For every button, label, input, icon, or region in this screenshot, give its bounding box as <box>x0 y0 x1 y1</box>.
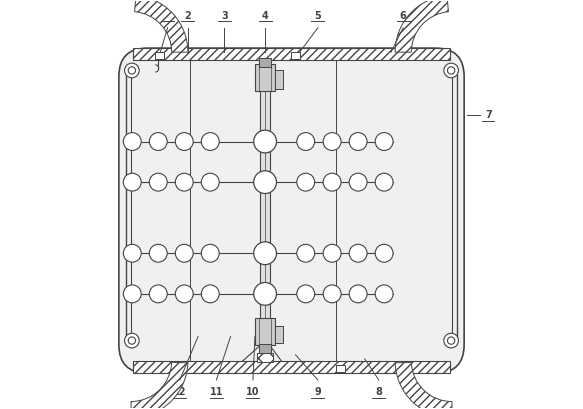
Circle shape <box>149 173 167 191</box>
Bar <box>154 52 164 59</box>
Wedge shape <box>135 0 188 52</box>
Bar <box>259 344 271 353</box>
Circle shape <box>349 133 367 151</box>
Circle shape <box>323 173 341 191</box>
Text: 6: 6 <box>400 11 406 20</box>
Circle shape <box>448 67 455 74</box>
Circle shape <box>201 285 219 303</box>
Text: 5: 5 <box>315 11 321 20</box>
Text: 9: 9 <box>315 387 321 397</box>
Circle shape <box>375 285 393 303</box>
Text: 12: 12 <box>173 387 187 397</box>
FancyBboxPatch shape <box>119 48 464 373</box>
Circle shape <box>323 285 341 303</box>
Circle shape <box>175 244 193 262</box>
Circle shape <box>297 133 315 151</box>
Wedge shape <box>131 362 188 409</box>
Circle shape <box>297 173 315 191</box>
Circle shape <box>124 173 141 191</box>
Bar <box>259 58 271 67</box>
Circle shape <box>149 244 167 262</box>
Circle shape <box>175 133 193 151</box>
Circle shape <box>375 133 393 151</box>
Bar <box>291 52 300 59</box>
Circle shape <box>375 244 393 262</box>
Text: 8: 8 <box>375 387 382 397</box>
Circle shape <box>375 173 393 191</box>
Text: 11: 11 <box>210 387 223 397</box>
Circle shape <box>444 63 458 78</box>
Bar <box>257 353 273 362</box>
Circle shape <box>448 337 455 344</box>
Text: 4: 4 <box>262 11 268 20</box>
Circle shape <box>175 173 193 191</box>
Wedge shape <box>395 362 452 409</box>
Bar <box>133 361 450 373</box>
Circle shape <box>201 173 219 191</box>
Circle shape <box>128 337 135 344</box>
Text: 1: 1 <box>164 11 171 20</box>
Bar <box>133 48 450 60</box>
Circle shape <box>125 63 139 78</box>
Bar <box>275 326 283 343</box>
Bar <box>255 64 275 91</box>
Circle shape <box>323 133 341 151</box>
Circle shape <box>444 333 458 348</box>
Circle shape <box>349 173 367 191</box>
Circle shape <box>149 285 167 303</box>
Text: 2: 2 <box>185 11 191 20</box>
Circle shape <box>254 171 276 193</box>
Wedge shape <box>395 0 448 52</box>
Circle shape <box>149 133 167 151</box>
Circle shape <box>124 133 141 151</box>
Text: 10: 10 <box>246 387 259 397</box>
Bar <box>255 318 275 345</box>
Circle shape <box>124 244 141 262</box>
Circle shape <box>201 244 219 262</box>
Circle shape <box>349 285 367 303</box>
Circle shape <box>128 67 135 74</box>
Circle shape <box>254 283 276 305</box>
Text: 3: 3 <box>221 11 228 20</box>
Text: 7: 7 <box>485 110 492 120</box>
Circle shape <box>349 244 367 262</box>
Circle shape <box>175 285 193 303</box>
Circle shape <box>254 130 276 153</box>
Circle shape <box>297 285 315 303</box>
Bar <box>275 70 283 89</box>
Circle shape <box>323 244 341 262</box>
Circle shape <box>124 285 141 303</box>
Circle shape <box>254 242 276 265</box>
Circle shape <box>201 133 219 151</box>
Circle shape <box>125 333 139 348</box>
Bar <box>260 64 271 328</box>
Circle shape <box>297 244 315 262</box>
Bar <box>336 365 345 372</box>
